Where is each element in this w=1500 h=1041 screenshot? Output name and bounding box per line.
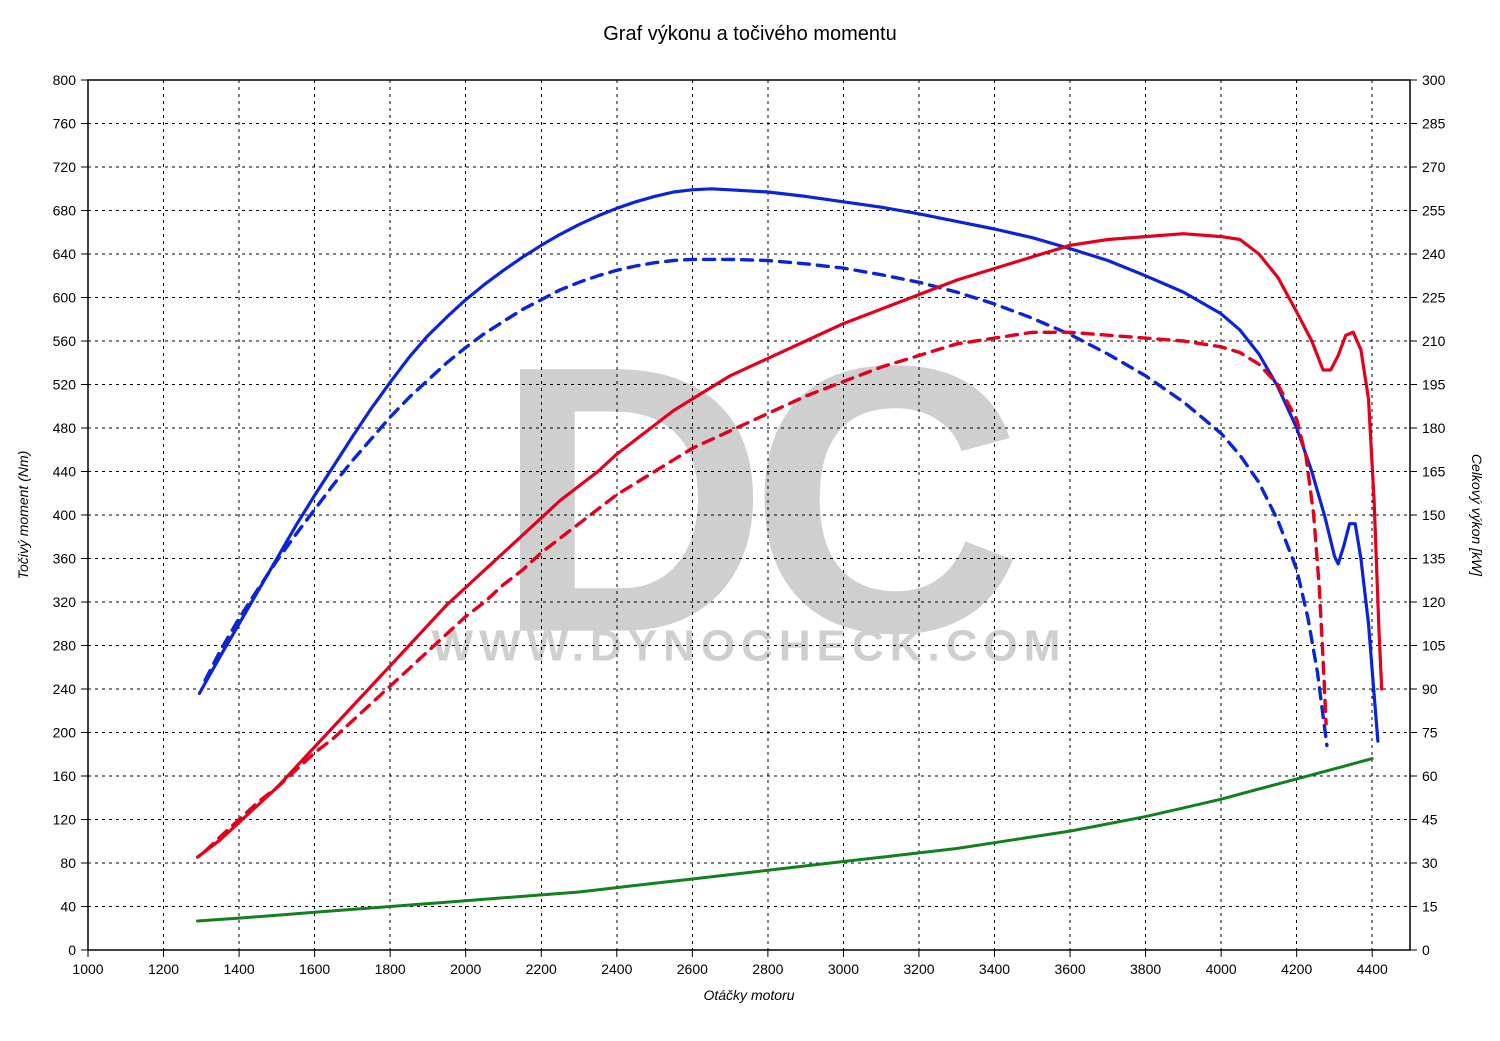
svg-text:60: 60 bbox=[1422, 768, 1438, 784]
svg-text:0: 0 bbox=[68, 942, 76, 958]
x-axis-label: Otáčky motoru bbox=[703, 987, 794, 1003]
svg-text:135: 135 bbox=[1422, 551, 1446, 567]
svg-text:400: 400 bbox=[53, 507, 77, 523]
svg-text:40: 40 bbox=[60, 899, 76, 915]
svg-text:2400: 2400 bbox=[601, 961, 632, 977]
svg-text:520: 520 bbox=[53, 377, 77, 393]
svg-text:195: 195 bbox=[1422, 377, 1446, 393]
svg-text:160: 160 bbox=[53, 768, 77, 784]
svg-text:90: 90 bbox=[1422, 681, 1438, 697]
svg-text:0: 0 bbox=[1422, 942, 1430, 958]
svg-text:440: 440 bbox=[53, 464, 77, 480]
svg-text:45: 45 bbox=[1422, 812, 1438, 828]
chart-title: Graf výkonu a točivého momentu bbox=[603, 23, 896, 45]
svg-text:760: 760 bbox=[53, 116, 77, 132]
svg-text:2000: 2000 bbox=[450, 961, 481, 977]
svg-text:3400: 3400 bbox=[979, 961, 1010, 977]
y-left-label: Točivý moment (Nm) bbox=[15, 451, 31, 580]
svg-text:800: 800 bbox=[53, 72, 77, 88]
svg-text:1600: 1600 bbox=[299, 961, 330, 977]
svg-text:4200: 4200 bbox=[1281, 961, 1312, 977]
svg-text:560: 560 bbox=[53, 333, 77, 349]
watermark-url: WWW.DYNOCHECK.COM bbox=[432, 622, 1067, 671]
svg-text:200: 200 bbox=[53, 725, 77, 741]
svg-text:255: 255 bbox=[1422, 203, 1446, 219]
svg-text:210: 210 bbox=[1422, 333, 1446, 349]
svg-text:240: 240 bbox=[1422, 246, 1446, 262]
svg-text:165: 165 bbox=[1422, 464, 1446, 480]
svg-text:4000: 4000 bbox=[1206, 961, 1237, 977]
svg-text:1400: 1400 bbox=[224, 961, 255, 977]
svg-text:600: 600 bbox=[53, 290, 77, 306]
svg-text:240: 240 bbox=[53, 681, 77, 697]
y-left-ticks: 0 40 80 120 160 200 240 280 320 360 400 440 480 520 56… bbox=[53, 72, 88, 958]
svg-text:680: 680 bbox=[53, 203, 77, 219]
svg-text:2600: 2600 bbox=[677, 961, 708, 977]
y-right-ticks: 0 15 30 45 60 75 90 105 120 135 150 165 180 195 210 225… bbox=[1410, 72, 1446, 958]
svg-text:480: 480 bbox=[53, 420, 77, 436]
svg-text:2200: 2200 bbox=[526, 961, 557, 977]
svg-text:3800: 3800 bbox=[1130, 961, 1161, 977]
svg-text:300: 300 bbox=[1422, 72, 1446, 88]
svg-text:120: 120 bbox=[1422, 594, 1446, 610]
svg-text:1800: 1800 bbox=[375, 961, 406, 977]
svg-text:30: 30 bbox=[1422, 855, 1438, 871]
svg-text:3000: 3000 bbox=[828, 961, 859, 977]
x-axis-ticks: 1000 1200 1400 1600 1800 2000 2200 2400 2600 2800… bbox=[72, 950, 1388, 977]
svg-text:75: 75 bbox=[1422, 725, 1438, 741]
y-right-label: Celkový výkon [kW] bbox=[1469, 454, 1485, 577]
series-losses bbox=[198, 759, 1373, 921]
svg-text:2800: 2800 bbox=[752, 961, 783, 977]
svg-text:285: 285 bbox=[1422, 116, 1446, 132]
svg-text:180: 180 bbox=[1422, 420, 1446, 436]
svg-text:120: 120 bbox=[53, 812, 77, 828]
svg-text:150: 150 bbox=[1422, 507, 1446, 523]
svg-text:3600: 3600 bbox=[1054, 961, 1085, 977]
svg-text:80: 80 bbox=[60, 855, 76, 871]
dyno-chart: DCWWW.DYNOCHECK.COM Graf výkonu a točivé… bbox=[0, 0, 1500, 1041]
svg-text:15: 15 bbox=[1422, 899, 1438, 915]
svg-text:105: 105 bbox=[1422, 638, 1446, 654]
svg-text:225: 225 bbox=[1422, 290, 1446, 306]
svg-text:360: 360 bbox=[53, 551, 77, 567]
svg-text:640: 640 bbox=[53, 246, 77, 262]
svg-text:1200: 1200 bbox=[148, 961, 179, 977]
svg-text:3200: 3200 bbox=[903, 961, 934, 977]
svg-text:1000: 1000 bbox=[72, 961, 103, 977]
svg-text:270: 270 bbox=[1422, 159, 1446, 175]
svg-text:4400: 4400 bbox=[1357, 961, 1388, 977]
watermark: DCWWW.DYNOCHECK.COM bbox=[432, 287, 1067, 712]
svg-text:720: 720 bbox=[53, 159, 77, 175]
svg-text:320: 320 bbox=[53, 594, 77, 610]
svg-text:280: 280 bbox=[53, 638, 77, 654]
